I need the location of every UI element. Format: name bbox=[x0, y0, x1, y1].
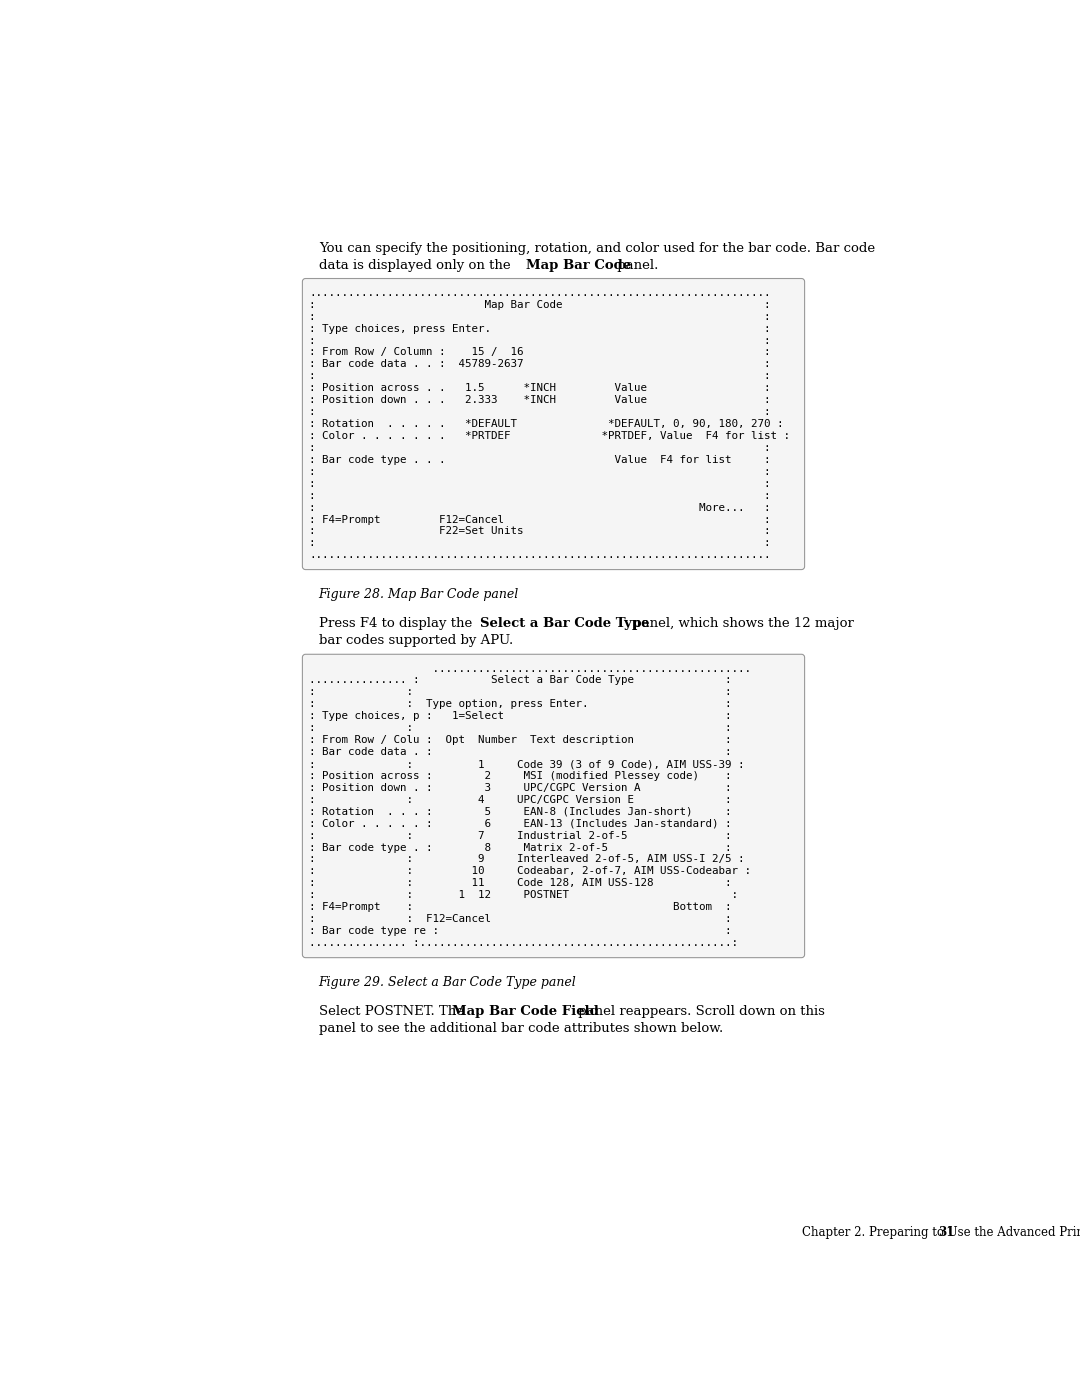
Text: : Position across . .   1.5      *INCH         Value                  :: : Position across . . 1.5 *INCH Value : bbox=[309, 383, 771, 393]
Text: panel, which shows the 12 major: panel, which shows the 12 major bbox=[629, 617, 853, 630]
Text: Map Bar Code: Map Bar Code bbox=[526, 260, 632, 272]
Text: .................................................: ........................................… bbox=[309, 664, 752, 673]
Text: :                                                                     :: : : bbox=[309, 443, 771, 453]
Text: data is displayed only on the: data is displayed only on the bbox=[319, 260, 514, 272]
Text: : Color . . . . . :        6     EAN-13 (Includes Jan-standard) :: : Color . . . . . : 6 EAN-13 (Includes J… bbox=[309, 819, 732, 828]
Text: :              :                                                :: : : : bbox=[309, 724, 732, 733]
Text: :                                                                     :: : : bbox=[309, 490, 771, 500]
Text: : F4=Prompt    :                                        Bottom  :: : F4=Prompt : Bottom : bbox=[309, 902, 732, 912]
Text: You can specify the positioning, rotation, and color used for the bar code. Bar : You can specify the positioning, rotatio… bbox=[319, 242, 875, 256]
Text: : Rotation  . . . . .   *DEFAULT              *DEFAULT, 0, 90, 180, 270 :: : Rotation . . . . . *DEFAULT *DEFAULT, … bbox=[309, 419, 784, 429]
Text: : Bar code type re :                                            :: : Bar code type re : : bbox=[309, 926, 732, 936]
Text: : F4=Prompt         F12=Cancel                                        :: : F4=Prompt F12=Cancel : bbox=[309, 514, 771, 524]
Text: Chapter 2. Preparing to Use the Advanced Print Utility: Chapter 2. Preparing to Use the Advanced… bbox=[801, 1227, 1080, 1239]
Text: : Type choices, press Enter.                                          :: : Type choices, press Enter. : bbox=[309, 324, 771, 334]
Text: : Bar code type . :        8     Matrix 2-of-5                  :: : Bar code type . : 8 Matrix 2-of-5 : bbox=[309, 842, 732, 852]
Text: : Bar code data . . :  45789-2637                                     :: : Bar code data . . : 45789-2637 : bbox=[309, 359, 771, 369]
Text: :                          Map Bar Code                               :: : Map Bar Code : bbox=[309, 300, 771, 310]
FancyBboxPatch shape bbox=[302, 654, 805, 958]
Text: : Rotation  . . . :        5     EAN-8 (Includes Jan-short)     :: : Rotation . . . : 5 EAN-8 (Includes Jan… bbox=[309, 806, 732, 817]
Text: :                                                           More...   :: : More... : bbox=[309, 503, 771, 513]
Text: :                                                                     :: : : bbox=[309, 407, 771, 418]
Text: :              :       1  12     POSTNET                         :: : : 1 12 POSTNET : bbox=[309, 890, 739, 900]
FancyBboxPatch shape bbox=[302, 278, 805, 570]
Text: :                                                                     :: : : bbox=[309, 335, 771, 345]
Text: Press F4 to display the: Press F4 to display the bbox=[319, 617, 476, 630]
Text: : Bar code type . . .                          Value  F4 for list     :: : Bar code type . . . Value F4 for list … bbox=[309, 455, 771, 465]
Text: Figure 29. Select a Bar Code Type panel: Figure 29. Select a Bar Code Type panel bbox=[319, 977, 577, 989]
Text: Figure 28. Map Bar Code panel: Figure 28. Map Bar Code panel bbox=[319, 588, 518, 601]
Text: :              :          9     Interleaved 2-of-5, AIM USS-I 2/5 :: : : 9 Interleaved 2-of-5, AIM USS-I 2/5 … bbox=[309, 855, 745, 865]
Text: : Color . . . . . . .   *PRTDEF              *PRTDEF, Value  F4 for list :: : Color . . . . . . . *PRTDEF *PRTDEF, V… bbox=[309, 432, 791, 441]
Text: :                   F22=Set Units                                     :: : F22=Set Units : bbox=[309, 527, 771, 536]
Text: panel reappears. Scroll down on this: panel reappears. Scroll down on this bbox=[575, 1006, 825, 1018]
Text: :                                                                     :: : : bbox=[309, 312, 771, 321]
Text: 31: 31 bbox=[939, 1227, 955, 1239]
Text: :              :          4     UPC/CGPC Version E              :: : : 4 UPC/CGPC Version E : bbox=[309, 795, 732, 805]
Text: .......................................................................: ........................................… bbox=[309, 288, 771, 298]
Text: : Position down . . .   2.333    *INCH         Value                  :: : Position down . . . 2.333 *INCH Value … bbox=[309, 395, 771, 405]
Text: : Type choices, p :   1=Select                                  :: : Type choices, p : 1=Select : bbox=[309, 711, 732, 721]
Text: :              :         11     Code 128, AIM USS-128           :: : : 11 Code 128, AIM USS-128 : bbox=[309, 879, 732, 888]
Text: panel to see the additional bar code attributes shown below.: panel to see the additional bar code att… bbox=[319, 1023, 723, 1035]
Text: :              :          1     Code 39 (3 of 9 Code), AIM USS-39 :: : : 1 Code 39 (3 of 9 Code), AIM USS-39 … bbox=[309, 759, 745, 768]
Text: .......................................................................: ........................................… bbox=[309, 550, 771, 560]
Text: Select POSTNET. The: Select POSTNET. The bbox=[319, 1006, 468, 1018]
Text: :              :                                                :: : : : bbox=[309, 687, 732, 697]
Text: :                                                                     :: : : bbox=[309, 467, 771, 476]
Text: Select a Bar Code Type: Select a Bar Code Type bbox=[480, 617, 649, 630]
Text: :              :          7     Industrial 2-of-5               :: : : 7 Industrial 2-of-5 : bbox=[309, 831, 732, 841]
Text: ............... :           Select a Bar Code Type              :: ............... : Select a Bar Code Type… bbox=[309, 676, 732, 686]
Text: panel.: panel. bbox=[613, 260, 659, 272]
Text: : Position across :        2     MSI (modified Plessey code)    :: : Position across : 2 MSI (modified Ples… bbox=[309, 771, 732, 781]
Text: :              :  F12=Cancel                                    :: : : F12=Cancel : bbox=[309, 914, 732, 925]
Text: : From Row / Column :    15 /  16                                     :: : From Row / Column : 15 / 16 : bbox=[309, 348, 771, 358]
Text: :                                                                     :: : : bbox=[309, 538, 771, 549]
Text: :              :         10     Codeabar, 2-of-7, AIM USS-Codeabar :: : : 10 Codeabar, 2-of-7, AIM USS-Codeaba… bbox=[309, 866, 752, 876]
Text: ............... :................................................:: ............... :.......................… bbox=[309, 937, 739, 949]
Text: bar codes supported by APU.: bar codes supported by APU. bbox=[319, 634, 513, 647]
Text: Map Bar Code Field: Map Bar Code Field bbox=[451, 1006, 598, 1018]
Text: : From Row / Colu :  Opt  Number  Text description              :: : From Row / Colu : Opt Number Text desc… bbox=[309, 735, 732, 745]
Text: :                                                                     :: : : bbox=[309, 479, 771, 489]
Text: : Bar code data . :                                             :: : Bar code data . : : bbox=[309, 747, 732, 757]
Text: :              :  Type option, press Enter.                     :: : : Type option, press Enter. : bbox=[309, 700, 732, 710]
Text: : Position down . :        3     UPC/CGPC Version A             :: : Position down . : 3 UPC/CGPC Version A… bbox=[309, 782, 732, 793]
Text: :                                                                     :: : : bbox=[309, 372, 771, 381]
